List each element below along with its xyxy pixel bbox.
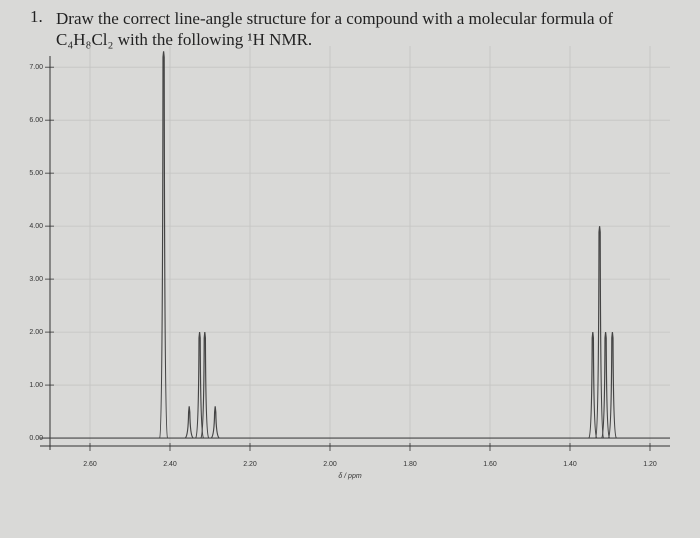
peak [588,332,598,439]
y-tick-label: 1.00 [29,382,43,389]
y-tick-label: 4.00 [29,223,43,230]
y-tick-label: 5.00 [29,170,43,177]
peak [601,332,611,439]
x-tick-label: 1.60 [483,461,497,468]
peak [200,332,210,439]
x-tick-label: 2.00 [323,461,337,468]
peak [159,51,169,439]
x-tick-label: 2.20 [243,461,257,468]
y-tick-label: 3.00 [29,276,43,283]
question-text: C₄H₈Cl₂ with the following ¹H NMR. [56,30,312,49]
question-text: Draw the correct line-angle structure fo… [56,9,613,28]
y-tick-label: 6.00 [29,117,43,124]
y-tick-label: 7.00 [29,64,43,71]
x-tick-label: 1.40 [563,461,577,468]
x-tick-label: 2.40 [163,461,177,468]
x-axis-label: δ / ppm [338,473,362,480]
peak [210,406,220,439]
x-tick-label: 1.80 [403,461,417,468]
peak [607,332,617,439]
x-tick-label: 1.20 [643,461,657,468]
peak [184,406,194,439]
peak [595,226,605,439]
y-tick-label: 0.00 [29,435,43,442]
question-number: 1. [30,7,43,26]
peak [195,332,205,439]
x-tick-label: 2.60 [83,461,97,468]
y-tick-label: 2.00 [29,329,43,336]
